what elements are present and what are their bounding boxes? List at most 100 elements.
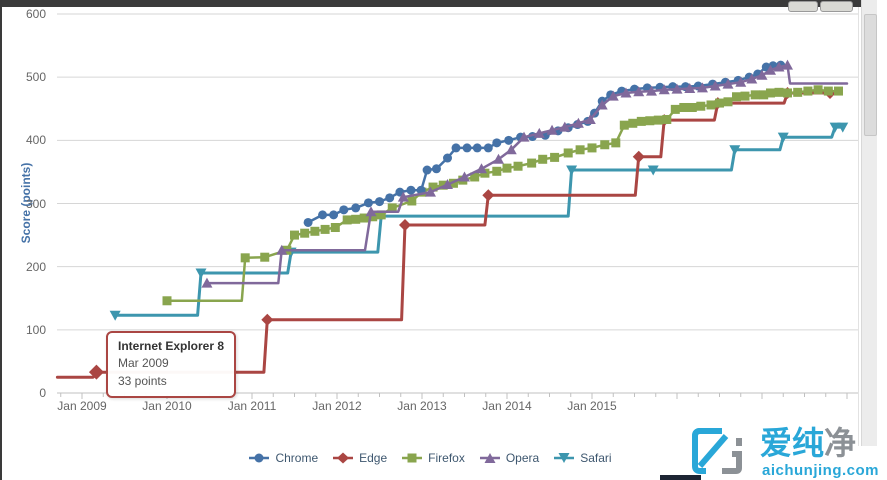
edge-point-marker [88, 364, 104, 380]
chrome-point-marker [375, 197, 384, 207]
firefox-point-marker [611, 138, 621, 148]
firefox-point-marker [342, 215, 352, 225]
firefox-point-marker [359, 213, 369, 223]
firefox-point-marker [428, 182, 438, 192]
opera-point-marker [607, 90, 619, 101]
edge-point-marker [482, 189, 495, 202]
firefox-point-marker [732, 92, 741, 102]
opera-point-marker [533, 127, 545, 138]
opera-point-marker [773, 61, 785, 72]
legend-label-chrome: Chrome [275, 451, 319, 465]
y-tick-label: 300 [25, 196, 46, 211]
firefox-point-marker [783, 88, 792, 98]
firefox-point-marker [670, 104, 680, 114]
firefox-point-marker [492, 166, 502, 176]
edge-legend-marker-icon [333, 452, 354, 464]
chrome-point-marker [492, 138, 502, 148]
opera-legend-marker-icon [479, 453, 500, 463]
tooltip-title: Internet Explorer 8 [118, 339, 225, 353]
firefox-point-marker [470, 172, 480, 182]
toolbar-button-1[interactable] [788, 1, 818, 12]
firefox-point-marker [628, 118, 638, 128]
firefox-point-marker [774, 87, 784, 97]
opera-point-marker [442, 179, 453, 190]
tooltip: Internet Explorer 8 Mar 2009 33 points [106, 331, 237, 399]
y-tick-label: 0 [39, 386, 46, 400]
watermark-domain-text: aichunjing.com [762, 462, 879, 479]
opera-point-marker [596, 99, 608, 110]
watermark-brand-gray: 净 [824, 425, 857, 461]
legend-item-opera[interactable]: Opera [479, 451, 539, 465]
opera-point-marker [546, 124, 558, 135]
firefox-point-marker [527, 158, 537, 168]
firefox-point-marker [387, 203, 397, 213]
firefox-point-marker [240, 253, 250, 263]
firefox-point-marker [550, 152, 560, 162]
safari-point-marker [109, 310, 121, 321]
window-top-bar [0, 0, 861, 7]
opera-point-marker [765, 64, 776, 75]
opera-point-marker [620, 87, 632, 98]
firefox-point-marker [513, 161, 523, 171]
firefox-point-marker [502, 163, 512, 173]
opera-point-marker [633, 86, 645, 97]
firefox-point-marker [766, 88, 775, 98]
firefox-point-marker [813, 85, 823, 95]
safari-legend-marker-icon [554, 453, 575, 463]
y-tick-label: 600 [25, 7, 46, 21]
opera-point-marker [476, 163, 487, 174]
chrome-point-marker [431, 164, 441, 174]
firefox-point-marker [636, 116, 646, 126]
firefox-point-marker [793, 87, 803, 97]
x-tick-label: Jan 2014 [482, 399, 532, 413]
legend-label-firefox: Firefox [428, 451, 465, 465]
watermark: 爱纯净 aichunjing.com [688, 426, 887, 480]
chrome-point-marker [504, 135, 514, 145]
safari-point-marker [829, 122, 841, 133]
window-left-border [0, 0, 2, 480]
chrome-point-marker [303, 217, 313, 227]
tooltip-date: Mar 2009 [118, 356, 169, 371]
safari-point-marker [777, 132, 789, 143]
watermark-brand-cyan: 爱纯 [760, 425, 825, 461]
firefox-point-marker [803, 86, 813, 96]
opera-point-marker [671, 83, 683, 94]
watermark-domain-tld: .com [842, 462, 880, 479]
firefox-point-marker [619, 120, 629, 130]
toolbar-button-2[interactable] [820, 1, 853, 12]
legend-item-safari[interactable]: Safari [553, 451, 612, 465]
chrome-point-marker [363, 198, 373, 208]
opera-point-marker [746, 73, 758, 84]
scrollbar-thumb[interactable] [864, 14, 877, 136]
firefox-point-marker [645, 116, 655, 126]
opera-point-marker [684, 83, 696, 94]
vertical-scrollbar[interactable] [861, 0, 877, 446]
firefox-point-marker [653, 115, 663, 125]
legend-item-firefox[interactable]: Firefox [401, 451, 465, 465]
y-tick-label: 500 [25, 70, 46, 85]
opera-point-marker [709, 80, 721, 91]
firefox-point-marker [320, 224, 330, 234]
watermark-logo-icon [692, 428, 742, 474]
bottom-dark-fragment [660, 475, 701, 480]
opera-point-marker [572, 117, 584, 128]
safari-line [113, 125, 845, 317]
chrome-point-marker [462, 143, 472, 153]
safari-point-marker [837, 122, 849, 133]
chrome-point-marker [385, 193, 395, 203]
opera-point-marker [735, 76, 747, 87]
legend-item-chrome[interactable]: Chrome [248, 451, 318, 465]
opera-point-marker [365, 206, 377, 217]
opera-point-marker [782, 59, 793, 70]
legend-item-edge[interactable]: Edge [332, 451, 387, 465]
firefox-point-marker [740, 91, 750, 101]
chrome-point-marker [422, 165, 432, 175]
opera-point-marker [658, 84, 670, 95]
firefox-point-marker [759, 90, 769, 100]
opera-point-marker [276, 244, 288, 255]
x-tick-label: Jan 2010 [142, 399, 192, 413]
watermark-domain-name: aichunjing [762, 462, 842, 479]
chrome-point-marker [318, 210, 328, 220]
chrome-legend-marker-icon [249, 453, 270, 463]
firefox-point-marker [407, 196, 417, 206]
